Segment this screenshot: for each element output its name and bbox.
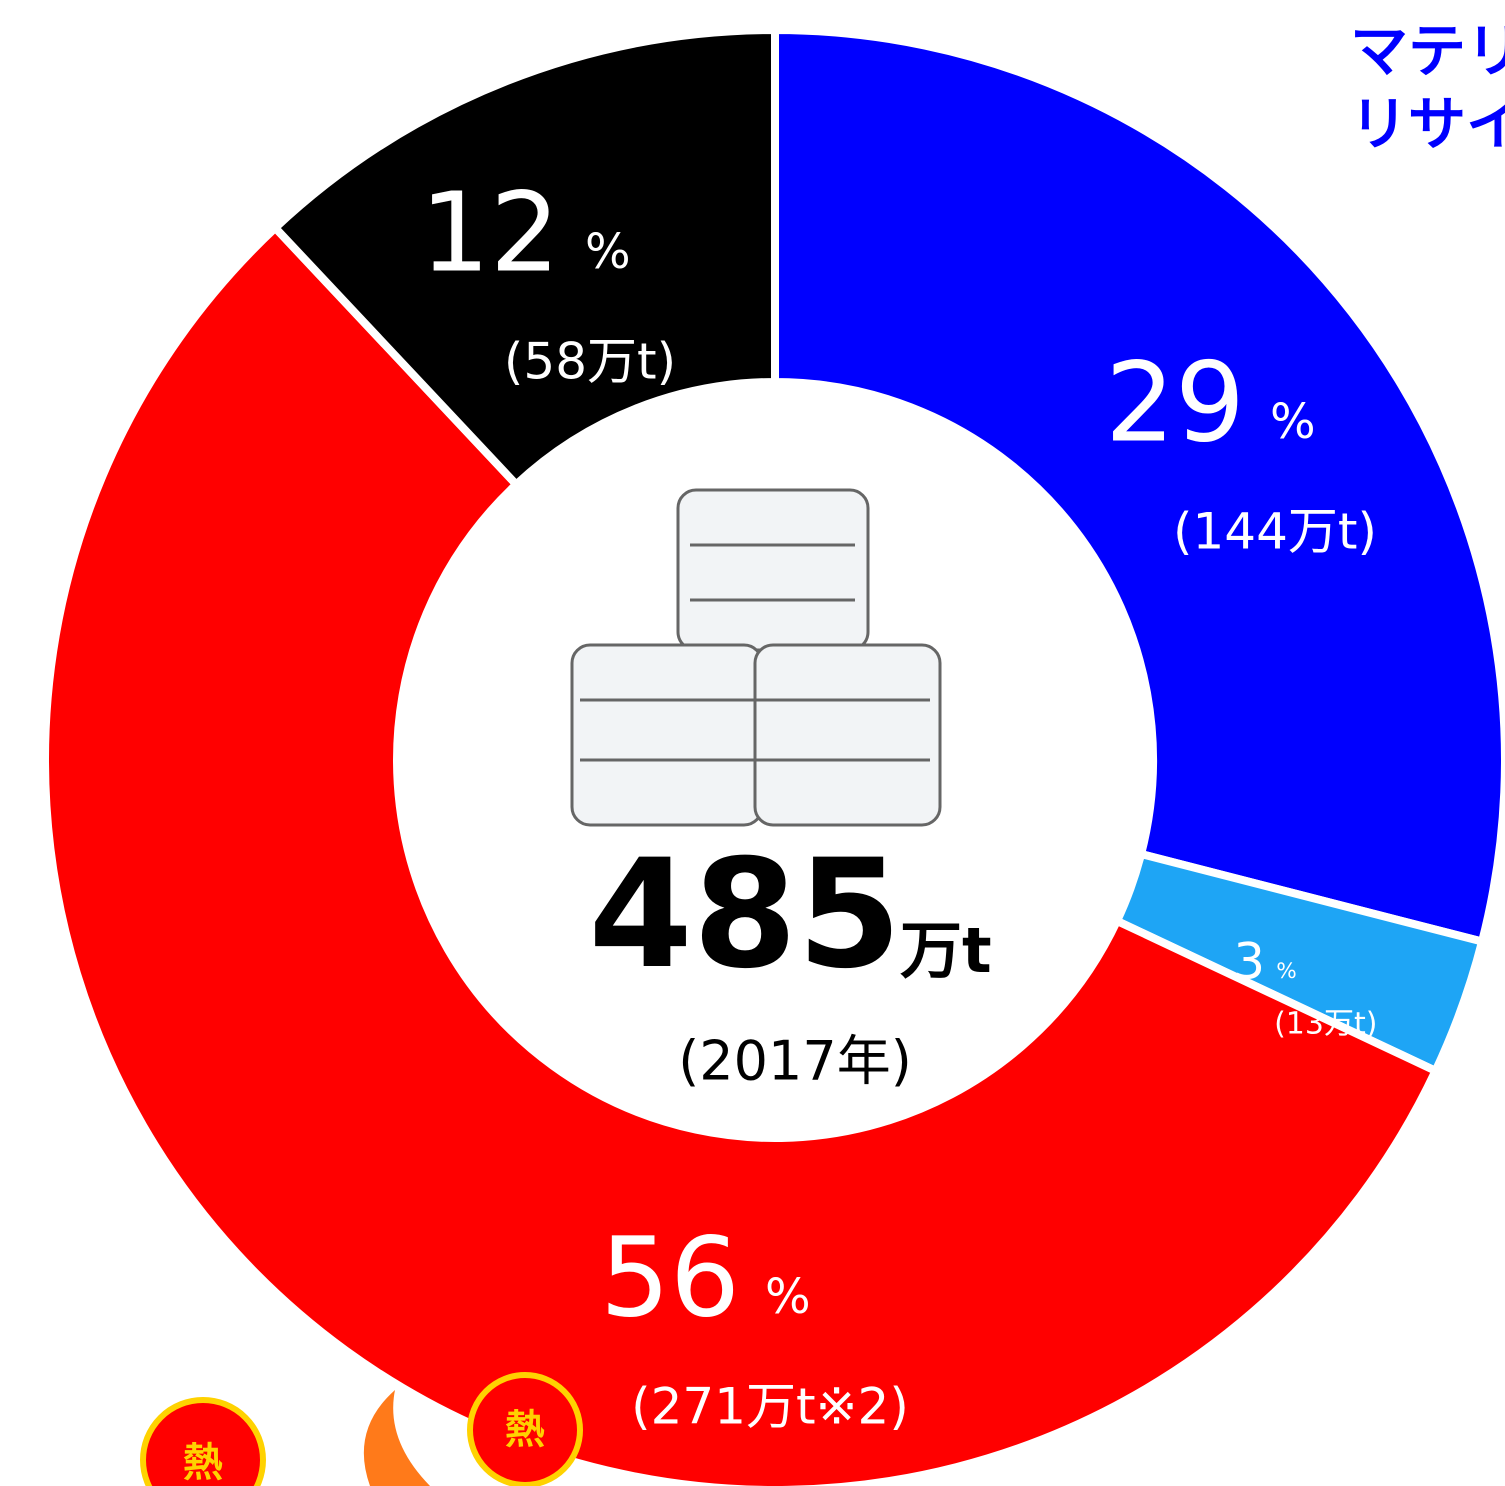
amount-label: (144万t): [1173, 503, 1377, 561]
unit-label: %: [1276, 959, 1297, 984]
center-note: (2017年): [678, 1030, 912, 1093]
amount-label: (271万t※2): [631, 1378, 909, 1436]
annotation: 熱: [183, 1440, 223, 1486]
unit-label: %: [1270, 394, 1316, 450]
annotation: マテリ: [1350, 17, 1505, 85]
value-label: 12: [420, 168, 560, 296]
flame-icon: [364, 1390, 430, 1486]
chart: マテリ リサイ 熱 熱 485 万t (2017年) 29% (144万t) 3% (…: [0, 0, 1505, 1486]
amount-label: (58万t): [504, 333, 676, 391]
total-unit: 万t: [900, 914, 992, 987]
amount-label: (13万t): [1274, 1007, 1377, 1042]
value-label: 3: [1234, 933, 1266, 991]
value-label: 29: [1105, 338, 1245, 466]
annotation: リサイ: [1350, 90, 1505, 158]
value-label: 56: [600, 1213, 740, 1341]
page: {"chart_data": {"type": "donut", "values…: [0, 0, 1505, 1486]
bale-illustration: [572, 490, 940, 825]
unit-label: %: [585, 224, 631, 280]
annotation: 熱: [505, 1407, 545, 1453]
unit-label: %: [765, 1269, 811, 1325]
total-value: 485: [588, 828, 901, 1002]
